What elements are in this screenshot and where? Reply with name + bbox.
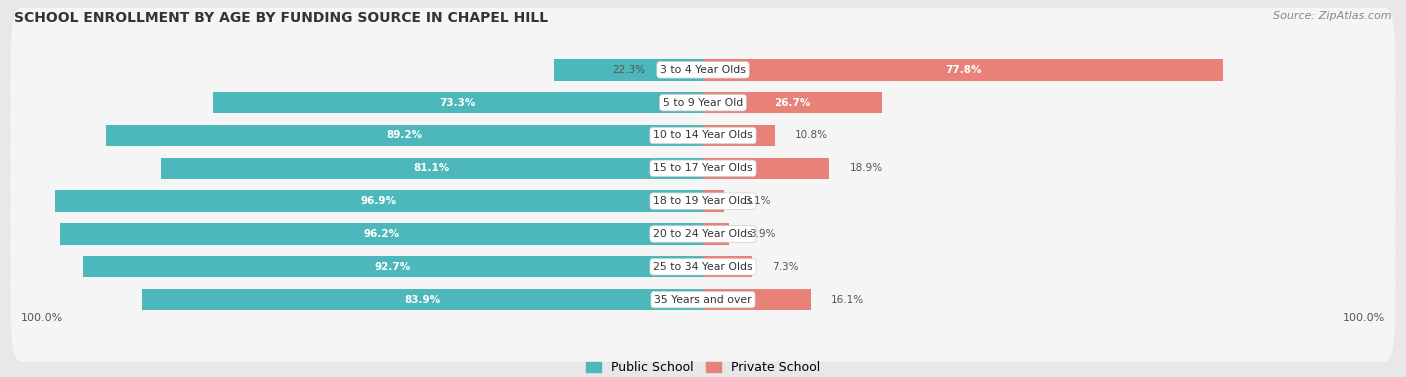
Bar bbox=[83, 256, 703, 277]
Bar bbox=[703, 256, 752, 277]
Bar bbox=[55, 190, 703, 212]
Text: 73.3%: 73.3% bbox=[440, 98, 477, 108]
Bar bbox=[703, 158, 830, 179]
Text: 22.3%: 22.3% bbox=[612, 65, 645, 75]
Text: SCHOOL ENROLLMENT BY AGE BY FUNDING SOURCE IN CHAPEL HILL: SCHOOL ENROLLMENT BY AGE BY FUNDING SOUR… bbox=[14, 11, 548, 25]
Text: 26.7%: 26.7% bbox=[775, 98, 810, 108]
Text: 81.1%: 81.1% bbox=[413, 163, 450, 173]
Text: 3.9%: 3.9% bbox=[749, 229, 776, 239]
FancyBboxPatch shape bbox=[11, 139, 1395, 263]
Text: Source: ZipAtlas.com: Source: ZipAtlas.com bbox=[1274, 11, 1392, 21]
Text: 83.9%: 83.9% bbox=[405, 294, 440, 305]
Text: 3 to 4 Year Olds: 3 to 4 Year Olds bbox=[659, 65, 747, 75]
FancyBboxPatch shape bbox=[11, 8, 1395, 132]
Bar bbox=[703, 223, 730, 245]
Text: 96.2%: 96.2% bbox=[363, 229, 399, 239]
Bar bbox=[703, 289, 811, 310]
Bar bbox=[703, 190, 724, 212]
Text: 15 to 17 Year Olds: 15 to 17 Year Olds bbox=[654, 163, 752, 173]
Text: 96.9%: 96.9% bbox=[361, 196, 396, 206]
Text: 18.9%: 18.9% bbox=[849, 163, 883, 173]
FancyBboxPatch shape bbox=[11, 238, 1395, 362]
Text: 3.1%: 3.1% bbox=[744, 196, 770, 206]
Text: 18 to 19 Year Olds: 18 to 19 Year Olds bbox=[654, 196, 752, 206]
Bar bbox=[142, 289, 703, 310]
Bar bbox=[703, 125, 775, 146]
Bar bbox=[554, 59, 703, 81]
Legend: Public School, Private School: Public School, Private School bbox=[581, 356, 825, 377]
Text: 10 to 14 Year Olds: 10 to 14 Year Olds bbox=[654, 130, 752, 141]
Bar bbox=[59, 223, 703, 245]
Text: 25 to 34 Year Olds: 25 to 34 Year Olds bbox=[654, 262, 752, 272]
Text: 7.3%: 7.3% bbox=[772, 262, 799, 272]
Text: 16.1%: 16.1% bbox=[831, 294, 863, 305]
FancyBboxPatch shape bbox=[11, 106, 1395, 230]
Text: 89.2%: 89.2% bbox=[387, 130, 423, 141]
Text: 5 to 9 Year Old: 5 to 9 Year Old bbox=[662, 98, 744, 108]
Text: 20 to 24 Year Olds: 20 to 24 Year Olds bbox=[654, 229, 752, 239]
Text: 77.8%: 77.8% bbox=[945, 65, 981, 75]
FancyBboxPatch shape bbox=[11, 41, 1395, 164]
Bar bbox=[703, 92, 882, 113]
Text: 92.7%: 92.7% bbox=[375, 262, 411, 272]
FancyBboxPatch shape bbox=[11, 74, 1395, 198]
Text: 35 Years and over: 35 Years and over bbox=[654, 294, 752, 305]
Bar bbox=[703, 59, 1223, 81]
Text: 10.8%: 10.8% bbox=[796, 130, 828, 141]
Bar bbox=[160, 158, 703, 179]
FancyBboxPatch shape bbox=[11, 172, 1395, 296]
Bar bbox=[107, 125, 703, 146]
FancyBboxPatch shape bbox=[11, 205, 1395, 329]
Text: 100.0%: 100.0% bbox=[1343, 313, 1385, 323]
Text: 100.0%: 100.0% bbox=[21, 313, 63, 323]
Bar bbox=[212, 92, 703, 113]
